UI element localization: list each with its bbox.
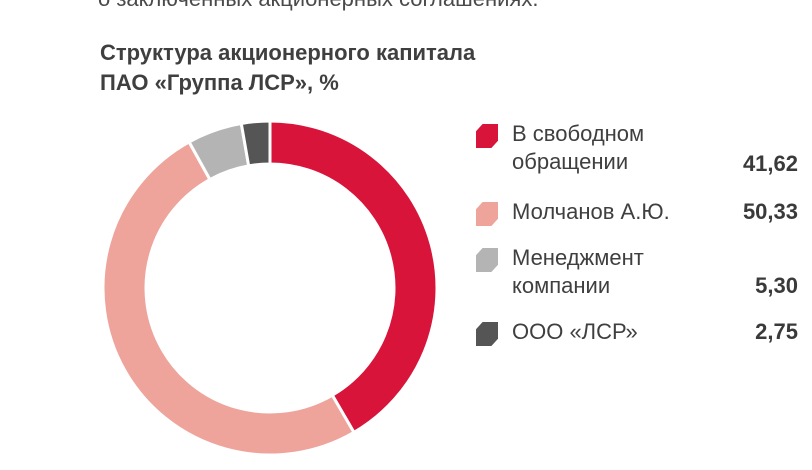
legend-value-management: 5,30 (755, 273, 798, 298)
legend-label-management: Менеджмент компании (512, 244, 712, 300)
donut-chart (101, 119, 439, 457)
donut-slice-molchanov (101, 139, 356, 457)
legend-label-molchanov: Молчанов А.Ю. (512, 198, 712, 226)
legend-swatch-molchanov (476, 202, 498, 226)
legend-value-free-float: 41,62 (742, 151, 798, 176)
top-clipped-text: о заключенных акционерных соглашениях. (98, 0, 538, 12)
legend-swatch-free-float (476, 124, 498, 148)
legend-label-line: Молчанов А.Ю. (512, 199, 670, 224)
legend-value-molchanov: 50,33 (742, 199, 798, 224)
legend-value-lsr: 2,75 (755, 319, 798, 344)
chart-title: Структура акционерного капитала ПАО «Гру… (100, 38, 580, 98)
legend-label-line: ООО «ЛСР» (512, 319, 638, 344)
legend-label-line: Менеджмент (512, 245, 644, 270)
legend-label-lsr: ООО «ЛСР» (512, 318, 712, 346)
legend-label-line: компании (512, 273, 611, 298)
legend-swatch-management (476, 248, 498, 272)
legend-label-free-float: В свободном обращении (512, 120, 712, 176)
legend-swatch-lsr (476, 322, 498, 346)
chart-title-line-2: ПАО «Группа ЛСР», % (100, 70, 339, 95)
chart-title-line-1: Структура акционерного капитала (100, 40, 476, 65)
legend-label-line: В свободном (512, 121, 645, 146)
donut-slice-free-float (268, 119, 439, 435)
donut-slice-lsr (239, 119, 272, 168)
legend-label-line: обращении (512, 149, 629, 174)
